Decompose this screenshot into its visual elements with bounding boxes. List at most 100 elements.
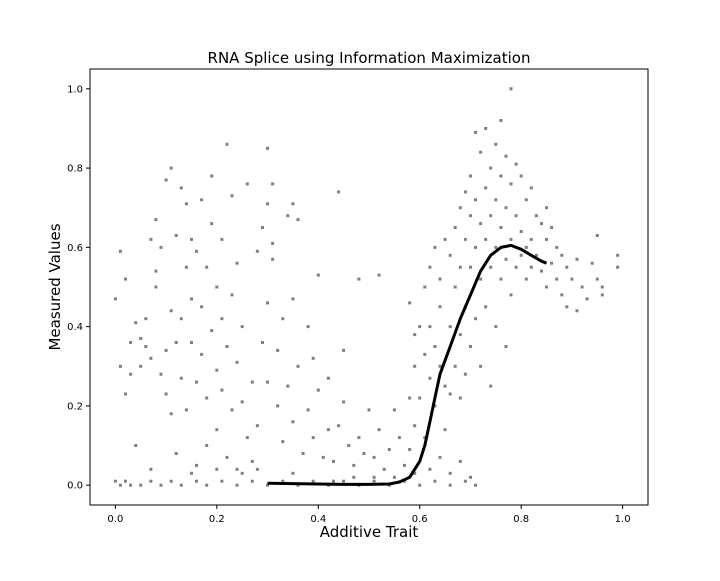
scatter-point	[250, 479, 254, 483]
scatter-point	[144, 345, 148, 348]
scatter-point	[129, 341, 133, 344]
scatter-point	[509, 237, 513, 241]
scatter-point	[469, 345, 472, 348]
scatter-point	[220, 388, 224, 392]
scatter-point	[484, 186, 488, 190]
scatter-point	[118, 364, 122, 368]
scatter-point	[250, 459, 254, 463]
scatter-point	[580, 285, 584, 289]
scatter-point	[174, 452, 178, 455]
scatter-point	[372, 475, 376, 479]
scatter-point	[316, 388, 320, 392]
scatter-point	[210, 222, 214, 226]
scatter-point	[200, 198, 204, 202]
scatter-point	[479, 277, 483, 281]
scatter-point	[494, 198, 498, 202]
scatter-point	[392, 475, 396, 479]
scatter-point	[504, 206, 508, 210]
scatter-point	[509, 182, 513, 186]
x-tick-label: 1.0	[615, 514, 631, 525]
scatter-point	[458, 333, 462, 337]
scatter-point	[179, 376, 183, 380]
scatter-point	[423, 285, 427, 289]
scatter-point	[169, 412, 173, 416]
scatter-point	[321, 455, 325, 459]
scatter-point	[423, 436, 427, 440]
scatter-point	[494, 325, 498, 329]
scatter-point	[382, 467, 386, 471]
scatter-point	[408, 396, 412, 400]
scatter-point	[418, 483, 422, 487]
scatter-point	[139, 483, 143, 487]
scatter-point	[306, 408, 310, 412]
scatter-point	[271, 241, 275, 245]
scatter-point	[190, 341, 193, 344]
scatter-point	[519, 253, 523, 257]
scatter-point	[225, 455, 229, 459]
scatter-point	[555, 245, 559, 249]
scatter-point	[550, 226, 554, 229]
scatter-point	[134, 321, 138, 325]
scatter-point	[129, 372, 133, 376]
scatter-point	[509, 293, 513, 297]
scatter-point	[499, 277, 503, 281]
scatter-point	[220, 237, 224, 241]
scatter-point	[534, 214, 538, 218]
scatter-point	[296, 218, 300, 222]
scatter-point	[600, 293, 604, 297]
scatter-point	[469, 214, 472, 218]
scatter-point	[179, 483, 183, 487]
scatter-point	[458, 459, 462, 463]
scatter-point	[413, 471, 417, 475]
scatter-point	[489, 265, 493, 269]
scatter-point	[484, 237, 488, 241]
scatter-point	[205, 396, 209, 400]
scatter-point	[124, 277, 127, 281]
scatter-point	[316, 273, 320, 277]
scatter-point	[311, 479, 315, 483]
y-tick-label: 0.8	[67, 164, 83, 175]
scatter-point	[210, 329, 214, 333]
scatter-point	[595, 234, 599, 237]
scatter-point	[448, 253, 452, 257]
scatter-point	[560, 253, 564, 257]
scatter-point	[301, 452, 305, 455]
scatter-point	[428, 325, 432, 329]
scatter-point	[235, 467, 239, 471]
scatter-point	[387, 448, 391, 451]
scatter-point	[271, 257, 275, 261]
scatter-point	[159, 245, 163, 249]
scatter-point	[195, 479, 198, 483]
scatter-point	[240, 400, 244, 404]
scatter-point	[469, 174, 472, 178]
scatter-point	[169, 309, 173, 313]
scatter-point	[174, 234, 178, 237]
scatter-point	[494, 142, 498, 146]
scatter-point	[291, 471, 295, 475]
scatter-point	[565, 265, 569, 269]
scatter-point	[113, 479, 117, 483]
scatter-point	[281, 440, 285, 444]
scatter-point	[159, 372, 163, 376]
y-tick-label: 0.2	[67, 401, 83, 412]
scatter-point	[352, 463, 356, 467]
scatter-point	[529, 186, 533, 190]
scatter-point	[357, 436, 361, 440]
scatter-point	[139, 337, 143, 340]
scatter-point	[159, 483, 163, 487]
scatter-point	[392, 408, 396, 412]
scatter-point	[124, 392, 127, 396]
scatter-point	[184, 265, 188, 269]
scatter-point	[514, 214, 518, 218]
scatter-point	[362, 452, 366, 455]
scatter-point	[291, 202, 295, 206]
scatter-point	[144, 317, 148, 321]
scatter-point	[332, 479, 335, 483]
scatter-point	[499, 119, 503, 122]
scatter-point	[286, 384, 290, 388]
scatter-point	[235, 360, 239, 364]
scatter-point	[413, 424, 417, 428]
scatter-point	[458, 206, 462, 210]
scatter-point	[154, 285, 158, 289]
y-tick-label: 1.0	[67, 84, 83, 95]
